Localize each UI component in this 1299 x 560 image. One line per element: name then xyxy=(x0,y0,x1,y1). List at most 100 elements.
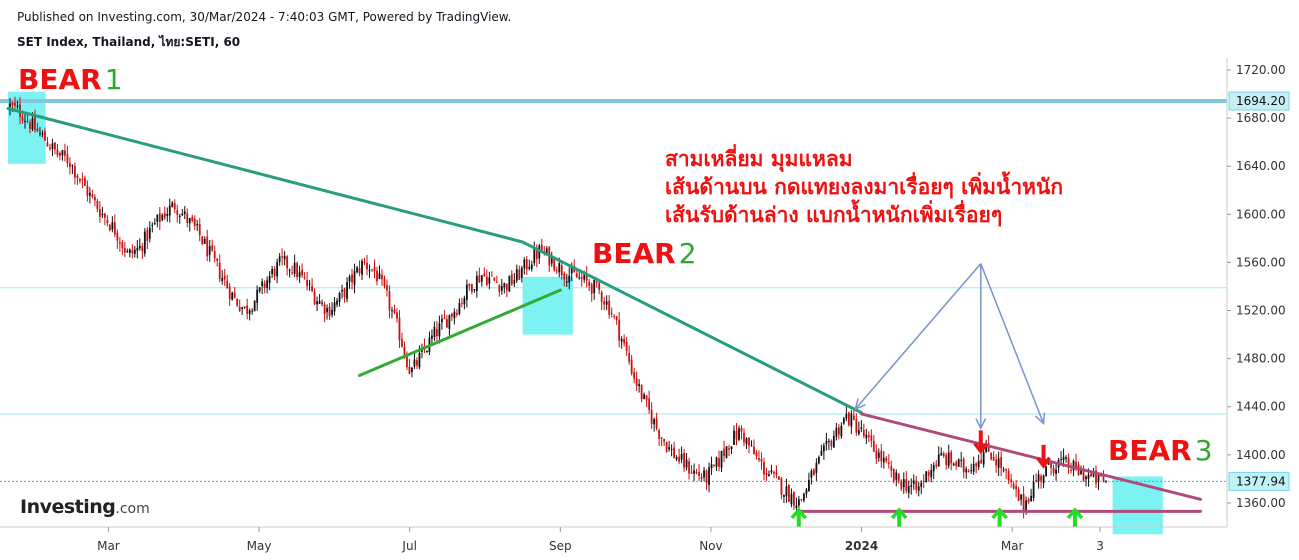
candle-body xyxy=(623,338,626,344)
candle-body xyxy=(1070,469,1072,471)
candle-body xyxy=(261,281,264,287)
pointer-arrows xyxy=(854,263,1046,431)
candle-body xyxy=(570,267,573,274)
candle-body xyxy=(1045,466,1047,477)
candle-body xyxy=(318,301,321,304)
candle-body xyxy=(1032,482,1035,498)
candle-body xyxy=(815,462,818,474)
up-arrow-head xyxy=(991,507,1008,520)
candle-body xyxy=(965,469,968,473)
candle-body xyxy=(278,256,281,263)
candle-body xyxy=(523,259,526,269)
trendline-resistance xyxy=(6,107,864,415)
candle-body xyxy=(897,473,900,482)
candle-body xyxy=(590,284,593,294)
price-label-box xyxy=(1228,471,1290,491)
candle-body xyxy=(51,143,54,150)
candle-body xyxy=(1000,457,1003,469)
candle-body xyxy=(837,427,840,435)
candle-body xyxy=(1100,475,1102,477)
candle-body xyxy=(922,480,925,482)
candle-body xyxy=(530,264,533,270)
candle-body xyxy=(733,430,735,445)
candle-body xyxy=(1060,459,1062,461)
y-tick-label: 1360.00 xyxy=(1236,496,1286,510)
candle-body xyxy=(805,489,808,494)
candle-body xyxy=(288,269,291,271)
published-line: Published on Investing.com, 30/Mar/2024 … xyxy=(17,10,512,24)
candle-body xyxy=(106,220,109,224)
candle-body xyxy=(1042,475,1045,484)
candle-body xyxy=(693,470,695,474)
y-tick-label: 1520.00 xyxy=(1236,304,1286,318)
candle-body xyxy=(356,267,358,273)
candle-body xyxy=(483,273,486,276)
candle-body xyxy=(173,203,176,210)
candle-body xyxy=(967,470,970,473)
candle-body xyxy=(563,273,566,280)
x-tick-label: 3 xyxy=(1096,539,1104,553)
candle-body xyxy=(1072,460,1075,471)
candle-body xyxy=(1015,486,1018,490)
candle-body xyxy=(490,275,493,277)
candle-body xyxy=(962,458,965,472)
candle-body xyxy=(720,450,723,468)
candle-body xyxy=(121,242,124,249)
candle-body xyxy=(653,419,656,425)
candle-body xyxy=(383,278,386,287)
x-tick-label: Nov xyxy=(699,539,722,553)
x-tick-label: Jul xyxy=(401,539,416,553)
candle-body xyxy=(433,326,436,338)
candle-body xyxy=(1062,456,1065,461)
candle-body xyxy=(847,412,850,425)
y-tick-label: 1440.00 xyxy=(1236,400,1286,414)
candle-body xyxy=(872,440,875,452)
candle-body xyxy=(306,279,308,287)
candle-body xyxy=(578,277,581,279)
candle-body xyxy=(411,367,413,372)
candle-body xyxy=(650,409,653,424)
candle-body xyxy=(303,277,306,279)
up-arrow-head xyxy=(790,507,808,520)
candle-body xyxy=(64,150,66,156)
candle-body xyxy=(143,231,146,254)
candle-body xyxy=(450,313,453,317)
candle-body xyxy=(238,306,241,312)
candle-body xyxy=(705,470,708,483)
candle-body xyxy=(608,300,611,315)
candle-body xyxy=(1005,469,1008,471)
candle-body xyxy=(1075,461,1077,467)
candle-body xyxy=(678,456,680,462)
candle-body xyxy=(458,303,461,314)
price-label: 1377.94 xyxy=(1236,474,1286,488)
annotation-bear2: BEAR 2 xyxy=(592,237,697,270)
candle-body xyxy=(970,469,973,471)
candle-body xyxy=(540,244,543,253)
candle-body xyxy=(426,350,428,352)
candle-body xyxy=(753,446,755,455)
candle-body xyxy=(346,282,348,299)
candle-body xyxy=(39,132,41,134)
candle-body xyxy=(977,460,980,468)
candle-body xyxy=(59,153,61,156)
candle-body xyxy=(947,452,950,466)
candle-body xyxy=(740,427,743,432)
candle-body xyxy=(468,284,471,287)
candle-body xyxy=(116,232,119,241)
candle-body xyxy=(218,262,221,279)
candle-body xyxy=(381,274,383,280)
candle-body xyxy=(273,268,276,277)
candle-body xyxy=(750,445,753,447)
candle-body xyxy=(960,460,963,462)
trendline-support xyxy=(357,288,562,377)
candle-body xyxy=(391,310,393,312)
candle-body xyxy=(735,430,738,440)
candle-body xyxy=(258,287,261,292)
candle-body xyxy=(775,472,778,475)
y-tick-labels: 1360.00 1400.00 1440.00 1480.00 1520.00 1560.… xyxy=(1227,63,1286,510)
candle-body xyxy=(870,435,873,441)
candle-body xyxy=(473,289,476,291)
symbol-title: SET Index, Thailand, ไทย:SETI, 60 xyxy=(17,35,241,49)
candle-body xyxy=(835,427,838,437)
